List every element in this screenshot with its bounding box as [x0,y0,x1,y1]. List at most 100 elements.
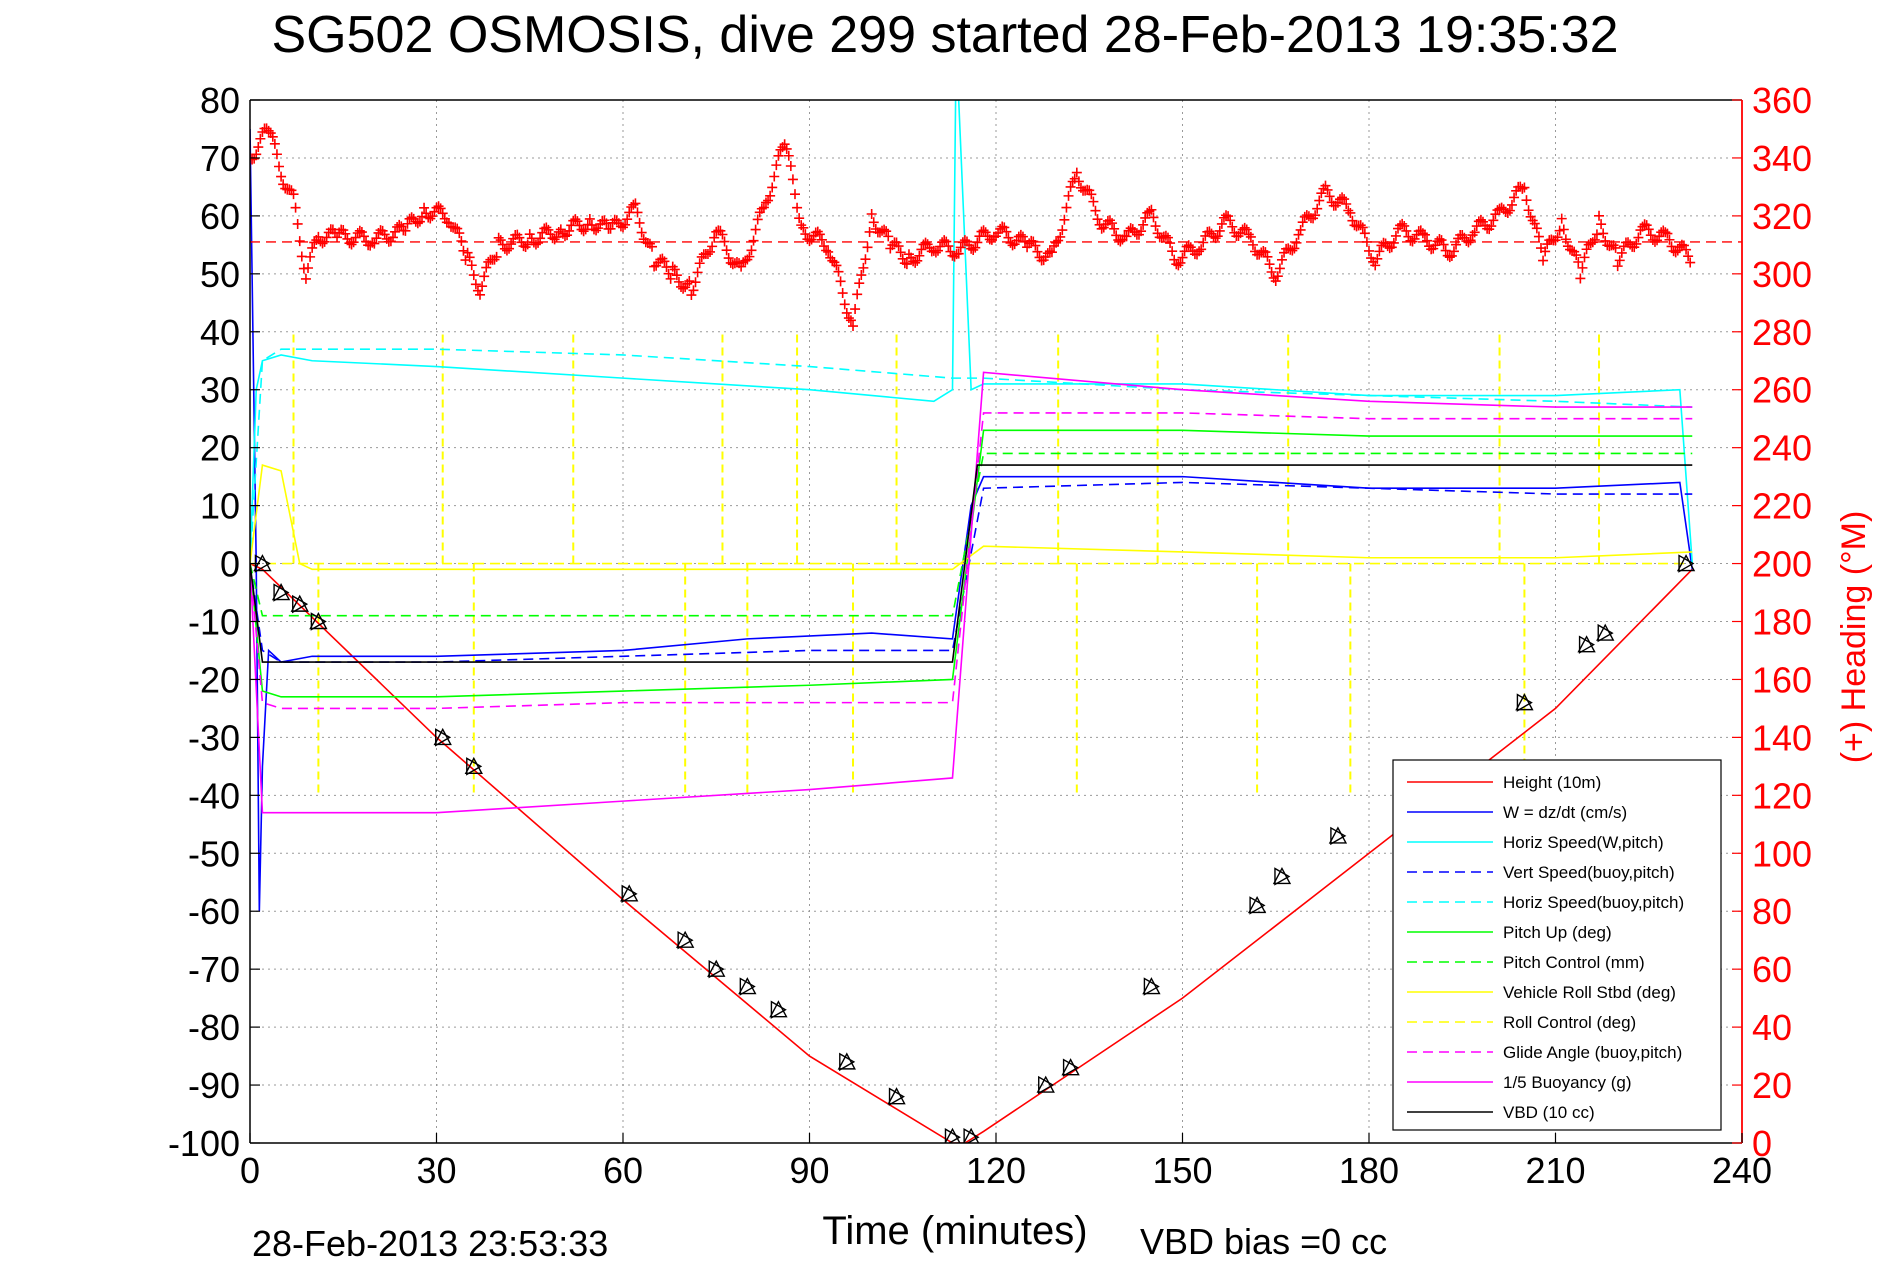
y-right-tick-label: 100 [1752,833,1812,874]
legend-label: Pitch Up (deg) [1503,923,1612,942]
heading-point [690,277,701,288]
heading-point [1359,228,1370,239]
depth-marker [837,1052,856,1070]
heading-point [261,123,272,134]
heading-point [1030,240,1041,251]
heading-point [307,242,318,253]
y-right-tick-label: 360 [1752,80,1812,121]
heading-point [1065,181,1076,192]
heading-point [939,235,950,246]
heading-point [423,212,434,223]
heading-point [1382,241,1393,252]
heading-point [572,216,583,227]
heading-point [779,139,790,150]
heading-point [1434,233,1445,244]
heading-point [1409,233,1420,244]
heading-point [1558,224,1569,235]
heading-point [1123,225,1134,236]
heading-point [972,237,983,248]
y-right-tick-label: 300 [1752,254,1812,295]
heading-point [1573,257,1584,267]
series-line-7 [250,464,1693,571]
heading-point [1198,237,1209,248]
heading-point [352,228,363,239]
heading-point [1583,239,1594,250]
heading-point [1556,213,1567,224]
heading-point [1567,245,1578,256]
heading-point [280,183,291,194]
depth-marker [887,1087,906,1105]
x-tick-label: 210 [1525,1150,1585,1191]
heading-point [1239,222,1250,233]
heading-point [1245,231,1256,242]
heading-point [760,197,771,208]
heading-point [1032,246,1043,257]
depth-marker [962,1127,980,1143]
right-axis-label: (+) Heading (°M) [1835,511,1873,764]
y-tick-label: 30 [200,370,240,411]
heading-point [342,233,353,244]
y-right-tick-label: 180 [1752,602,1812,643]
depth-marker [1062,1058,1080,1077]
heading-point [1225,215,1236,226]
heading-point [462,247,473,258]
heading-point [456,236,467,247]
y-right-tick-label: 120 [1752,775,1812,816]
heading-point [253,142,264,153]
heading-point [1552,232,1563,243]
heading-point [1339,194,1350,205]
heading-point [1291,237,1302,248]
heading-point [278,179,289,190]
heading-point [1136,226,1147,237]
heading-point [901,259,912,270]
heading-point [250,154,258,165]
heading-point [491,251,502,262]
heading-point [454,228,465,239]
heading-point [1616,247,1627,258]
heading-point [1258,245,1269,256]
heading-point [1266,267,1277,278]
heading-point [1173,260,1184,271]
heading-point [756,203,767,214]
heading-point [1061,202,1072,213]
heading-point [1591,229,1602,240]
heading-point [1678,240,1689,251]
heading-point [943,241,954,252]
heading-point [1581,244,1592,255]
heading-point [941,236,952,247]
heading-point [470,279,481,290]
heading-point [1448,246,1459,257]
heading-point [276,171,287,182]
heading-point [348,237,359,248]
heading-point [1046,247,1057,258]
heading-point [671,270,682,281]
heading-point [1683,251,1694,262]
heading-point [1475,214,1486,225]
depth-marker [1577,635,1596,653]
heading-point [1614,255,1625,266]
y-tick-label: 50 [200,254,240,295]
legend-label: Pitch Control (mm) [1503,953,1645,972]
depth-marker [309,612,328,630]
heading-point [537,227,548,238]
heading-point [705,246,716,257]
heading-point [435,203,446,214]
heading-point [483,256,494,267]
heading-point [883,231,894,242]
heading-point [1204,226,1215,237]
heading-point [493,232,504,243]
legend-label: VBD (10 cc) [1503,1103,1595,1122]
heading-point [477,281,488,292]
heading-point [827,255,838,266]
heading-point [628,199,639,210]
heading-point [319,236,330,247]
y-right-tick-label: 320 [1752,196,1812,237]
heading-point [390,226,401,237]
heading-point [1641,220,1652,231]
x-tick-label: 120 [966,1150,1026,1191]
heading-point [632,207,643,218]
heading-point [930,247,941,258]
heading-point [1175,257,1186,268]
heading-point [533,237,544,248]
